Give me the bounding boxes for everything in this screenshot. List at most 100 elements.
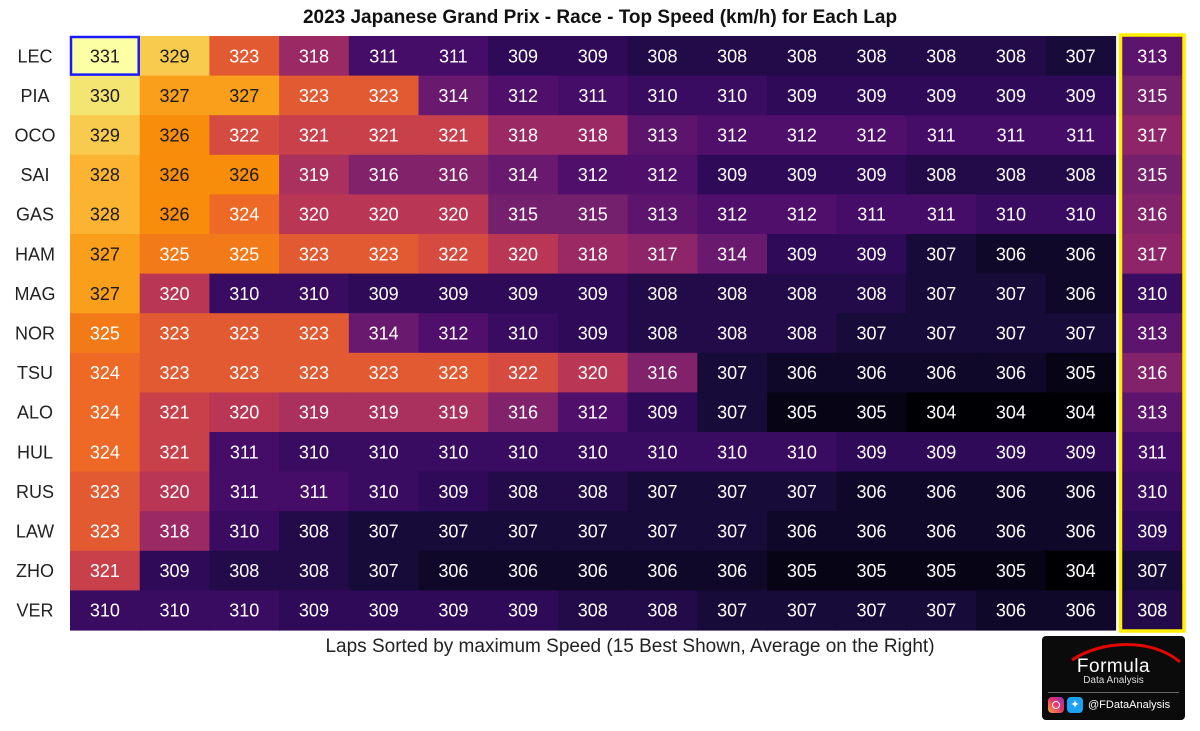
cell-value-label: 323 — [229, 363, 259, 383]
cell-value-label: 309 — [578, 46, 608, 66]
cell-value-label: 312 — [578, 165, 608, 185]
heatmap-cell — [697, 154, 768, 195]
cell-value-label: 308 — [857, 284, 887, 304]
average-value-label: 313 — [1137, 324, 1167, 344]
cell-value-label: 314 — [508, 165, 538, 185]
cell-value-label: 309 — [369, 284, 399, 304]
driver-label-pia: PIA — [20, 86, 49, 106]
cell-value-label: 307 — [926, 601, 956, 621]
cell-value-label: 310 — [369, 482, 399, 502]
cell-value-label: 305 — [996, 561, 1026, 581]
cell-value-label: 311 — [369, 46, 398, 66]
heatmap-cell — [279, 590, 350, 631]
heatmap-cell — [348, 36, 420, 77]
cell-value-label: 324 — [90, 363, 120, 383]
heatmap-cell — [488, 36, 559, 77]
cell-value-label: 307 — [996, 284, 1026, 304]
cell-value-label: 309 — [857, 244, 887, 264]
cell-value-label: 323 — [229, 46, 259, 66]
average-cell — [1121, 36, 1183, 77]
heatmap-cell — [836, 234, 907, 275]
heatmap-cell — [697, 590, 768, 631]
cell-value-label: 307 — [787, 482, 817, 502]
heatmap-cell — [767, 273, 838, 314]
heatmap-cell — [139, 471, 210, 512]
heatmap-cell — [976, 273, 1047, 314]
heatmap-cell — [209, 471, 280, 512]
average-value-label: 315 — [1137, 165, 1167, 185]
heatmap-cell — [836, 432, 907, 473]
logo-name: Formula — [1076, 656, 1151, 677]
heatmap-cell — [767, 154, 838, 195]
cell-value-label: 315 — [578, 205, 608, 225]
heatmap-cell — [767, 511, 838, 552]
cell-value-label: 305 — [926, 561, 956, 581]
heatmap-cell — [767, 36, 838, 77]
cell-value-label: 323 — [299, 244, 329, 264]
logo-divider — [1048, 692, 1179, 693]
cell-value-label: 307 — [508, 522, 538, 542]
driver-label-ver: VER — [16, 601, 53, 621]
cell-value-label: 309 — [1066, 442, 1096, 462]
heatmap-cell — [906, 36, 977, 77]
heatmap-cell — [697, 75, 768, 116]
heatmap-cell — [279, 154, 350, 195]
heatmap-cell — [209, 313, 280, 354]
heatmap-cell — [906, 432, 977, 473]
driver-label-zho: ZHO — [16, 561, 54, 581]
cell-value-label: 311 — [1066, 126, 1095, 146]
heatmap-cell — [906, 352, 977, 393]
heatmap-cell — [767, 75, 838, 116]
heatmap-cell — [906, 590, 977, 631]
heatmap-cell — [906, 392, 977, 433]
heatmap-cell — [557, 313, 629, 354]
cell-value-label: 306 — [647, 561, 677, 581]
cell-value-label: 307 — [717, 522, 747, 542]
cell-value-label: 320 — [578, 363, 608, 383]
heatmap-cell — [279, 36, 350, 77]
heatmap-cell — [418, 154, 489, 195]
cell-value-label: 321 — [299, 126, 329, 146]
heatmap-cell — [1045, 154, 1117, 195]
cell-value-label: 306 — [857, 363, 887, 383]
cell-value-label: 311 — [857, 205, 886, 225]
heatmap-cell — [70, 352, 141, 393]
heatmap-cell — [139, 115, 210, 156]
cell-value-label: 309 — [717, 165, 747, 185]
cell-value-label: 323 — [90, 522, 120, 542]
cell-value-label: 327 — [90, 244, 120, 264]
cell-value-label: 320 — [508, 244, 538, 264]
heatmap-cell — [279, 194, 350, 235]
heatmap-cell — [70, 313, 141, 354]
cell-value-label: 316 — [647, 363, 677, 383]
cell-value-label: 310 — [578, 442, 608, 462]
cell-value-label: 310 — [229, 601, 259, 621]
heatmap-cell — [348, 313, 420, 354]
cell-value-label: 309 — [438, 601, 468, 621]
cell-value-label: 309 — [926, 442, 956, 462]
heatmap-cell — [1045, 392, 1117, 433]
heatmap-cell — [488, 471, 559, 512]
heatmap-cell — [488, 511, 559, 552]
cell-value-label: 329 — [90, 126, 120, 146]
heatmap-cell — [348, 432, 420, 473]
heatmap-cell — [139, 432, 210, 473]
heatmap-cell — [976, 392, 1047, 433]
cell-value-label: 322 — [229, 126, 259, 146]
heatmap-cell — [976, 550, 1047, 591]
average-value-label: 315 — [1137, 86, 1167, 106]
average-cell — [1121, 392, 1183, 433]
heatmap-cell — [767, 115, 838, 156]
cell-value-label: 307 — [717, 482, 747, 502]
heatmap-cell — [209, 75, 280, 116]
heatmap-cell — [697, 36, 768, 77]
cell-value-label: 326 — [229, 165, 259, 185]
heatmap-cell — [418, 392, 489, 433]
cell-value-label: 308 — [578, 482, 608, 502]
heatmap-cell — [557, 154, 629, 195]
cell-value-label: 308 — [926, 46, 956, 66]
logo-social: ✦ @FDataAnalysis — [1048, 697, 1170, 713]
heatmap-cell — [767, 352, 838, 393]
cell-value-label: 318 — [578, 244, 608, 264]
heatmap-cell — [209, 115, 280, 156]
